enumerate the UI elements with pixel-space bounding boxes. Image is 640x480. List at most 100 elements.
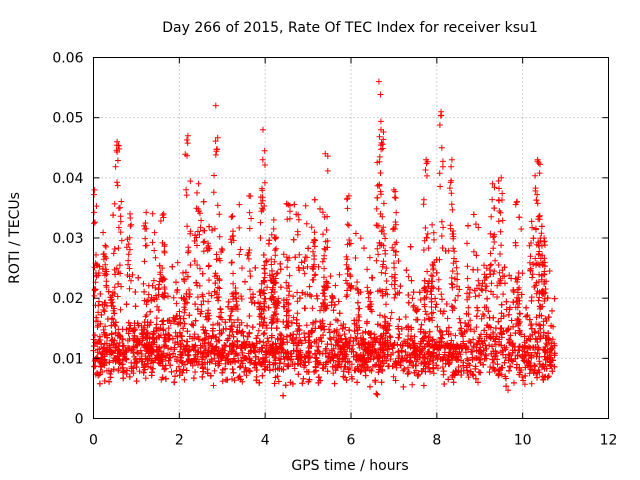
data-point (297, 361, 304, 368)
data-point (353, 322, 360, 329)
data-point (363, 347, 370, 354)
data-point (488, 350, 495, 357)
data-point (551, 363, 558, 370)
data-point (344, 287, 350, 294)
data-point (479, 280, 486, 287)
data-point (195, 180, 202, 187)
data-point (311, 236, 318, 243)
data-point (261, 290, 268, 297)
data-point (547, 345, 554, 352)
data-point (199, 373, 206, 380)
data-point (458, 330, 465, 337)
data-point (148, 341, 155, 348)
data-point (173, 279, 179, 286)
data-point (450, 379, 457, 386)
data-point (234, 316, 241, 323)
data-point (326, 335, 333, 342)
data-point (219, 349, 226, 356)
data-point (424, 230, 431, 237)
data-point (333, 316, 339, 323)
data-point (192, 351, 199, 358)
data-point (357, 356, 364, 363)
data-point (463, 364, 470, 371)
data-point (200, 324, 207, 331)
data-point (256, 338, 263, 345)
data-point (308, 293, 315, 300)
data-point (216, 276, 223, 283)
data-point (387, 315, 394, 322)
data-point (526, 316, 533, 323)
data-point (210, 321, 216, 328)
data-point (269, 294, 276, 301)
data-point (315, 343, 322, 350)
data-point (401, 366, 408, 373)
data-point (175, 320, 182, 327)
data-point (259, 197, 266, 204)
data-point (375, 222, 382, 229)
data-point (118, 237, 125, 244)
data-point (472, 375, 479, 382)
data-point (534, 158, 541, 165)
data-point (499, 190, 506, 197)
data-point (424, 280, 431, 287)
data-point (390, 225, 397, 232)
data-point (448, 156, 455, 163)
data-point (345, 222, 352, 229)
data-point (274, 335, 281, 342)
data-point (142, 375, 149, 382)
data-point (471, 328, 478, 335)
data-point (247, 344, 254, 351)
data-point (125, 319, 132, 326)
data-point (548, 352, 554, 359)
data-point (546, 268, 553, 274)
data-point (487, 250, 494, 257)
data-point (331, 380, 338, 387)
data-point (387, 356, 394, 363)
data-point (348, 361, 355, 368)
data-point (110, 366, 117, 373)
data-point (476, 292, 483, 299)
data-point (219, 369, 226, 376)
data-point (478, 331, 484, 338)
data-point (116, 332, 123, 339)
data-point (161, 284, 168, 291)
data-point (100, 345, 107, 352)
data-point (323, 227, 330, 233)
data-point (418, 321, 425, 328)
data-point (422, 355, 429, 361)
data-point (123, 244, 130, 251)
data-point (273, 346, 280, 353)
data-point (192, 301, 199, 308)
data-point (453, 344, 460, 351)
data-point (343, 261, 350, 268)
data-point (425, 315, 432, 322)
data-point (200, 248, 207, 255)
data-point (476, 282, 482, 289)
data-point (499, 267, 506, 274)
data-point (441, 381, 448, 387)
data-point (212, 280, 219, 287)
data-point (434, 323, 441, 330)
data-point (440, 224, 447, 231)
data-point (342, 277, 349, 284)
data-point (439, 158, 446, 165)
data-point (497, 228, 504, 235)
data-points (90, 78, 558, 399)
data-point (238, 319, 245, 326)
data-point (392, 219, 399, 225)
data-point (451, 275, 458, 282)
data-point (392, 252, 399, 259)
data-point (266, 272, 273, 279)
data-point (269, 319, 276, 326)
data-point (229, 366, 236, 373)
data-point (218, 245, 225, 252)
data-point (161, 249, 168, 256)
data-point (151, 247, 158, 254)
data-point (470, 336, 477, 343)
data-point (542, 242, 548, 249)
data-point (396, 353, 403, 359)
data-point (222, 319, 229, 326)
data-point (246, 356, 253, 363)
data-point (442, 248, 449, 254)
data-point (365, 294, 372, 301)
